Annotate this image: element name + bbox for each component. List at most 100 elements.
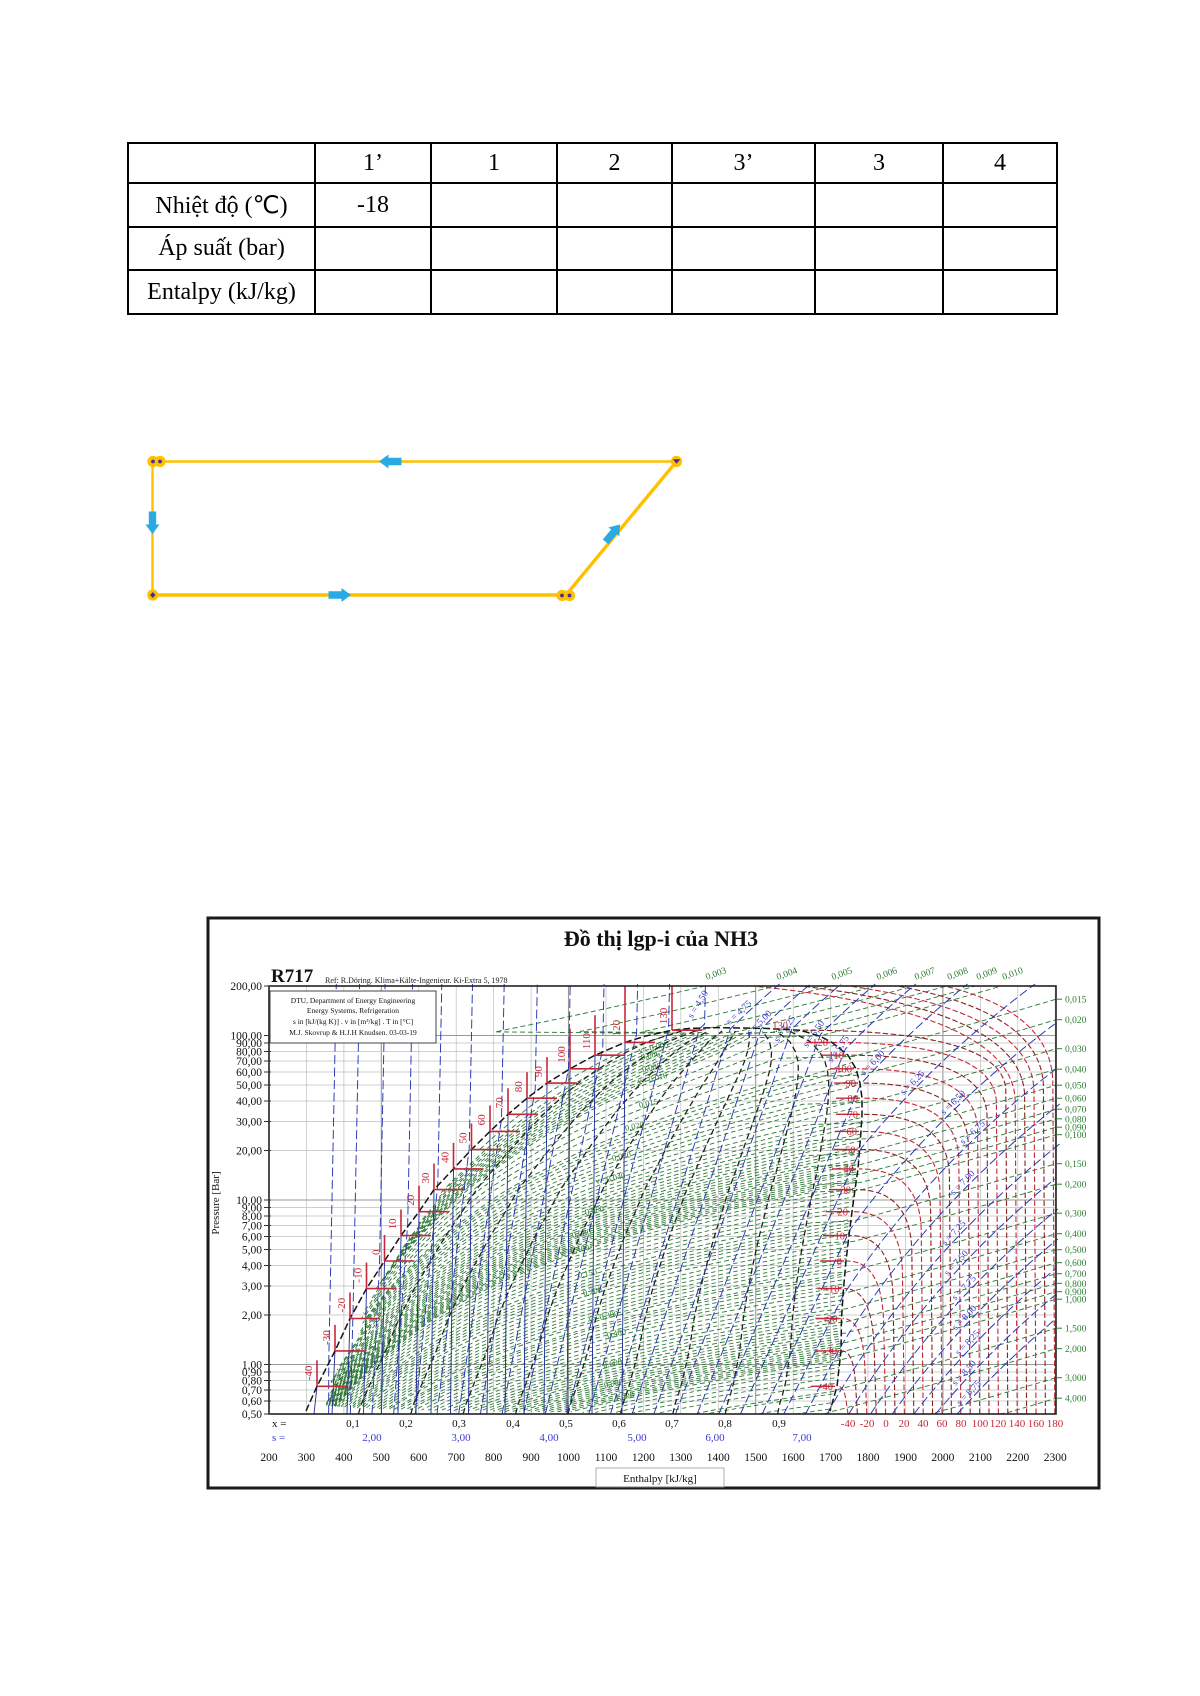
svg-text:130: 130 bbox=[772, 1021, 788, 1032]
svg-text:0: 0 bbox=[837, 1257, 842, 1268]
svg-text:Pressure [Bar]: Pressure [Bar] bbox=[210, 1171, 222, 1234]
svg-text:-30: -30 bbox=[321, 1330, 333, 1345]
svg-text:0,3: 0,3 bbox=[452, 1418, 466, 1430]
svg-text:1400: 1400 bbox=[707, 1452, 730, 1464]
svg-text:DTU, Department of Energy Engi: DTU, Department of Energy Engineering bbox=[291, 996, 416, 1005]
svg-text:0,600: 0,600 bbox=[602, 1356, 623, 1370]
svg-text:110: 110 bbox=[581, 1033, 593, 1050]
svg-text:120: 120 bbox=[611, 1019, 623, 1036]
svg-text:0,006: 0,006 bbox=[640, 1048, 661, 1062]
svg-text:0,8: 0,8 bbox=[718, 1418, 732, 1430]
svg-text:20: 20 bbox=[405, 1194, 417, 1206]
svg-text:0,50: 0,50 bbox=[242, 1409, 262, 1421]
svg-text:20,00: 20,00 bbox=[236, 1146, 262, 1158]
svg-text:100: 100 bbox=[972, 1418, 989, 1430]
svg-text:600: 600 bbox=[410, 1452, 428, 1464]
svg-text:0,7: 0,7 bbox=[665, 1418, 679, 1430]
svg-text:120: 120 bbox=[990, 1418, 1007, 1430]
svg-text:0,080: 0,080 bbox=[1065, 1115, 1087, 1125]
svg-text:4,00: 4,00 bbox=[242, 1261, 262, 1273]
svg-text:40: 40 bbox=[440, 1151, 452, 1163]
svg-text:90: 90 bbox=[533, 1066, 545, 1078]
svg-text:0,4: 0,4 bbox=[506, 1418, 520, 1430]
svg-text:0,030: 0,030 bbox=[611, 1149, 632, 1163]
svg-text:0,900: 0,900 bbox=[1065, 1288, 1087, 1298]
svg-text:0,050: 0,050 bbox=[1065, 1082, 1087, 1092]
svg-text:-10: -10 bbox=[353, 1267, 365, 1282]
svg-text:3,000: 3,000 bbox=[1065, 1374, 1087, 1384]
svg-text:1200: 1200 bbox=[632, 1452, 655, 1464]
svg-text:0,200: 0,200 bbox=[1065, 1181, 1087, 1191]
svg-text:7,00: 7,00 bbox=[242, 1221, 262, 1233]
svg-text:1900: 1900 bbox=[894, 1452, 917, 1464]
svg-text:2,00: 2,00 bbox=[242, 1310, 262, 1322]
svg-text:100: 100 bbox=[836, 1065, 852, 1076]
svg-text:0,500: 0,500 bbox=[1065, 1246, 1087, 1256]
svg-text:0,70: 0,70 bbox=[242, 1385, 262, 1397]
svg-text:2,000: 2,000 bbox=[1065, 1345, 1087, 1355]
svg-text:0,150: 0,150 bbox=[577, 1266, 598, 1280]
svg-text:50: 50 bbox=[845, 1145, 856, 1156]
svg-text:110: 110 bbox=[829, 1051, 844, 1062]
svg-text:0,020: 0,020 bbox=[624, 1119, 645, 1133]
svg-text:0,60: 0,60 bbox=[242, 1396, 262, 1408]
svg-text:20: 20 bbox=[838, 1208, 849, 1219]
svg-text:1600: 1600 bbox=[782, 1452, 805, 1464]
svg-text:Enthalpy [kJ/kg]: Enthalpy [kJ/kg] bbox=[623, 1473, 697, 1485]
svg-text:60: 60 bbox=[476, 1114, 488, 1126]
svg-text:80: 80 bbox=[513, 1081, 525, 1093]
svg-text:-10: -10 bbox=[826, 1284, 840, 1295]
svg-text:500: 500 bbox=[373, 1452, 391, 1464]
svg-text:130: 130 bbox=[658, 1007, 670, 1024]
svg-text:0,090: 0,090 bbox=[1065, 1124, 1087, 1134]
svg-text:4,00: 4,00 bbox=[539, 1432, 559, 1444]
svg-text:2000: 2000 bbox=[931, 1452, 954, 1464]
svg-text:0,060: 0,060 bbox=[1065, 1095, 1087, 1105]
svg-text:60,00: 60,00 bbox=[236, 1067, 262, 1079]
svg-text:-40: -40 bbox=[841, 1418, 856, 1430]
svg-text:M.J. Skovrup & H.J.H Knudsen.: M.J. Skovrup & H.J.H Knudsen. 03-03-19 bbox=[289, 1028, 417, 1037]
svg-text:1100: 1100 bbox=[595, 1452, 618, 1464]
svg-text:180: 180 bbox=[1047, 1418, 1064, 1430]
svg-text:3,00: 3,00 bbox=[451, 1432, 471, 1444]
svg-text:0,6: 0,6 bbox=[612, 1418, 626, 1430]
svg-text:1800: 1800 bbox=[857, 1452, 880, 1464]
svg-text:10: 10 bbox=[387, 1218, 399, 1230]
svg-text:70: 70 bbox=[494, 1097, 506, 1109]
svg-text:0,700: 0,700 bbox=[1065, 1270, 1087, 1280]
svg-text:0,80: 0,80 bbox=[242, 1376, 262, 1388]
svg-text:100: 100 bbox=[556, 1046, 568, 1063]
svg-text:2100: 2100 bbox=[969, 1452, 992, 1464]
svg-text:300: 300 bbox=[298, 1452, 316, 1464]
svg-text:80,00: 80,00 bbox=[236, 1047, 262, 1059]
svg-text:20: 20 bbox=[899, 1418, 911, 1430]
svg-text:10,00: 10,00 bbox=[236, 1195, 262, 1207]
svg-text:0,90: 0,90 bbox=[242, 1367, 262, 1379]
svg-text:60: 60 bbox=[937, 1418, 949, 1430]
svg-text:1500: 1500 bbox=[744, 1452, 767, 1464]
svg-text:40,00: 40,00 bbox=[236, 1096, 262, 1108]
svg-text:90,00: 90,00 bbox=[236, 1038, 262, 1050]
svg-text:80: 80 bbox=[848, 1094, 859, 1105]
svg-text:-40: -40 bbox=[303, 1365, 315, 1380]
svg-text:1700: 1700 bbox=[819, 1452, 842, 1464]
svg-text:120: 120 bbox=[812, 1038, 828, 1049]
svg-text:-20: -20 bbox=[336, 1297, 348, 1312]
svg-text:40: 40 bbox=[918, 1418, 930, 1430]
svg-text:0,070: 0,070 bbox=[1065, 1106, 1087, 1116]
svg-text:x =: x = bbox=[272, 1418, 286, 1430]
svg-text:8,00: 8,00 bbox=[242, 1211, 262, 1223]
svg-text:1,000: 1,000 bbox=[1065, 1296, 1087, 1306]
svg-text:80: 80 bbox=[956, 1418, 968, 1430]
svg-text:50,00: 50,00 bbox=[236, 1080, 262, 1092]
svg-text:0,030: 0,030 bbox=[1065, 1045, 1087, 1055]
svg-text:7,00: 7,00 bbox=[792, 1432, 812, 1444]
svg-text:200: 200 bbox=[260, 1452, 278, 1464]
svg-text:100,00: 100,00 bbox=[230, 1031, 262, 1043]
svg-text:0,200: 0,200 bbox=[582, 1284, 603, 1298]
svg-text:6,00: 6,00 bbox=[242, 1232, 262, 1244]
svg-text:70,00: 70,00 bbox=[236, 1056, 262, 1068]
svg-text:0,1: 0,1 bbox=[346, 1418, 360, 1430]
svg-text:0,400: 0,400 bbox=[1065, 1230, 1087, 1240]
svg-text:0,300: 0,300 bbox=[1065, 1210, 1087, 1220]
